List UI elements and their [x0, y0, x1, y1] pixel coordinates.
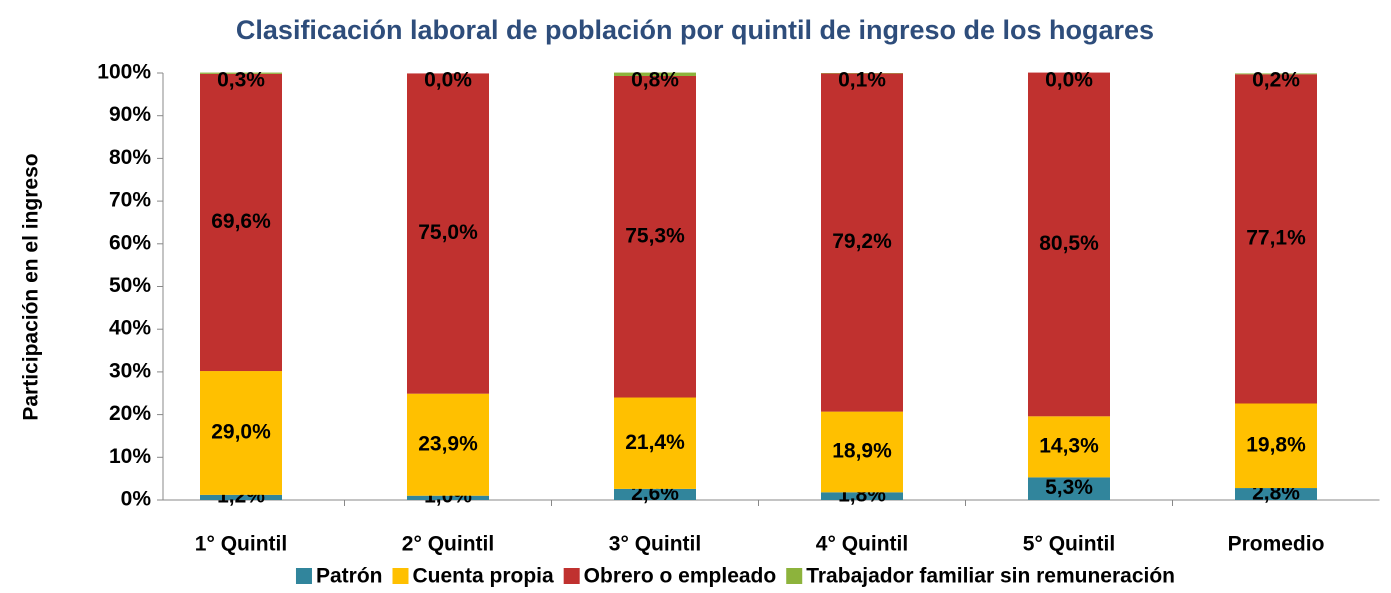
bar-segment: [821, 411, 903, 493]
bar-segment: [407, 393, 489, 496]
bar-segment: [1028, 416, 1110, 478]
y-tick-label: 0%: [121, 488, 152, 511]
data-label: 79,2%: [832, 230, 892, 253]
data-label: 23,9%: [418, 432, 478, 455]
bar-segment: [614, 72, 696, 76]
y-tick-label: 20%: [109, 402, 151, 425]
x-tick-label: 5° Quintil: [1023, 533, 1115, 556]
legend-label: Trabajador familiar sin remuneración: [806, 565, 1175, 588]
legend-swatch: [786, 568, 803, 584]
data-label: 0,2%: [1252, 69, 1300, 92]
chart-title: Clasificación laboral de población por q…: [236, 15, 1154, 45]
x-tick-label: 1° Quintil: [195, 533, 287, 556]
legend-label: Patrón: [316, 565, 383, 588]
bar-segment: [614, 397, 696, 489]
bar-segment: [200, 371, 282, 495]
y-tick-label: 70%: [109, 189, 151, 212]
data-label: 19,8%: [1246, 433, 1306, 456]
bar-segment: [1028, 477, 1110, 500]
legend-swatch: [563, 568, 580, 584]
bar-segment: [821, 492, 903, 500]
data-label: 0,3%: [217, 69, 265, 92]
data-label: 0,1%: [838, 69, 886, 92]
y-tick-label: 40%: [109, 317, 151, 340]
y-axis-label: Participación en el ingreso: [20, 153, 43, 420]
bar-segment: [407, 73, 489, 394]
x-tick-label: 2° Quintil: [402, 533, 494, 556]
y-tick-label: 100%: [97, 61, 151, 84]
data-label: 5,3%: [1045, 476, 1093, 499]
bar-segment: [1235, 403, 1317, 489]
bar-segment: [614, 75, 696, 398]
data-label: 0,0%: [424, 69, 472, 92]
data-label: 29,0%: [211, 421, 271, 444]
y-tick-label: 10%: [109, 445, 151, 468]
y-tick-label: 80%: [109, 146, 151, 169]
bar-segment: [1028, 72, 1110, 417]
bar-segment: [821, 73, 903, 412]
data-label: 80,5%: [1039, 232, 1099, 255]
data-label: 69,6%: [211, 210, 271, 233]
legend-swatch: [392, 568, 409, 584]
bar-segment: [1235, 74, 1317, 404]
y-tick-label: 90%: [109, 103, 151, 126]
data-label: 77,1%: [1246, 226, 1306, 249]
bar-segment: [200, 494, 282, 500]
data-label: 21,4%: [625, 431, 685, 454]
bar-segment: [200, 73, 282, 372]
y-tick-label: 50%: [109, 274, 151, 297]
y-tick-label: 60%: [109, 231, 151, 254]
data-label: 0,0%: [1045, 69, 1093, 92]
data-label: 14,3%: [1039, 434, 1099, 457]
data-label: 18,9%: [832, 440, 892, 463]
x-tick-label: 3° Quintil: [609, 533, 701, 556]
x-tick-label: 4° Quintil: [816, 533, 908, 556]
legend-label: Obrero o empleado: [584, 565, 777, 588]
data-label: 75,0%: [418, 221, 478, 244]
legend-label: Cuenta propia: [412, 565, 553, 588]
data-label: 75,3%: [625, 224, 685, 247]
bar-segment: [407, 495, 489, 500]
y-tick-label: 30%: [109, 359, 151, 382]
bar-segment: [1235, 73, 1317, 75]
x-tick-label: Promedio: [1228, 533, 1325, 556]
bar-segment: [1235, 488, 1317, 500]
data-label: 0,8%: [631, 69, 679, 92]
bar-segment: [614, 488, 696, 500]
bar-segment: [200, 72, 282, 74]
legend-swatch: [295, 568, 312, 584]
